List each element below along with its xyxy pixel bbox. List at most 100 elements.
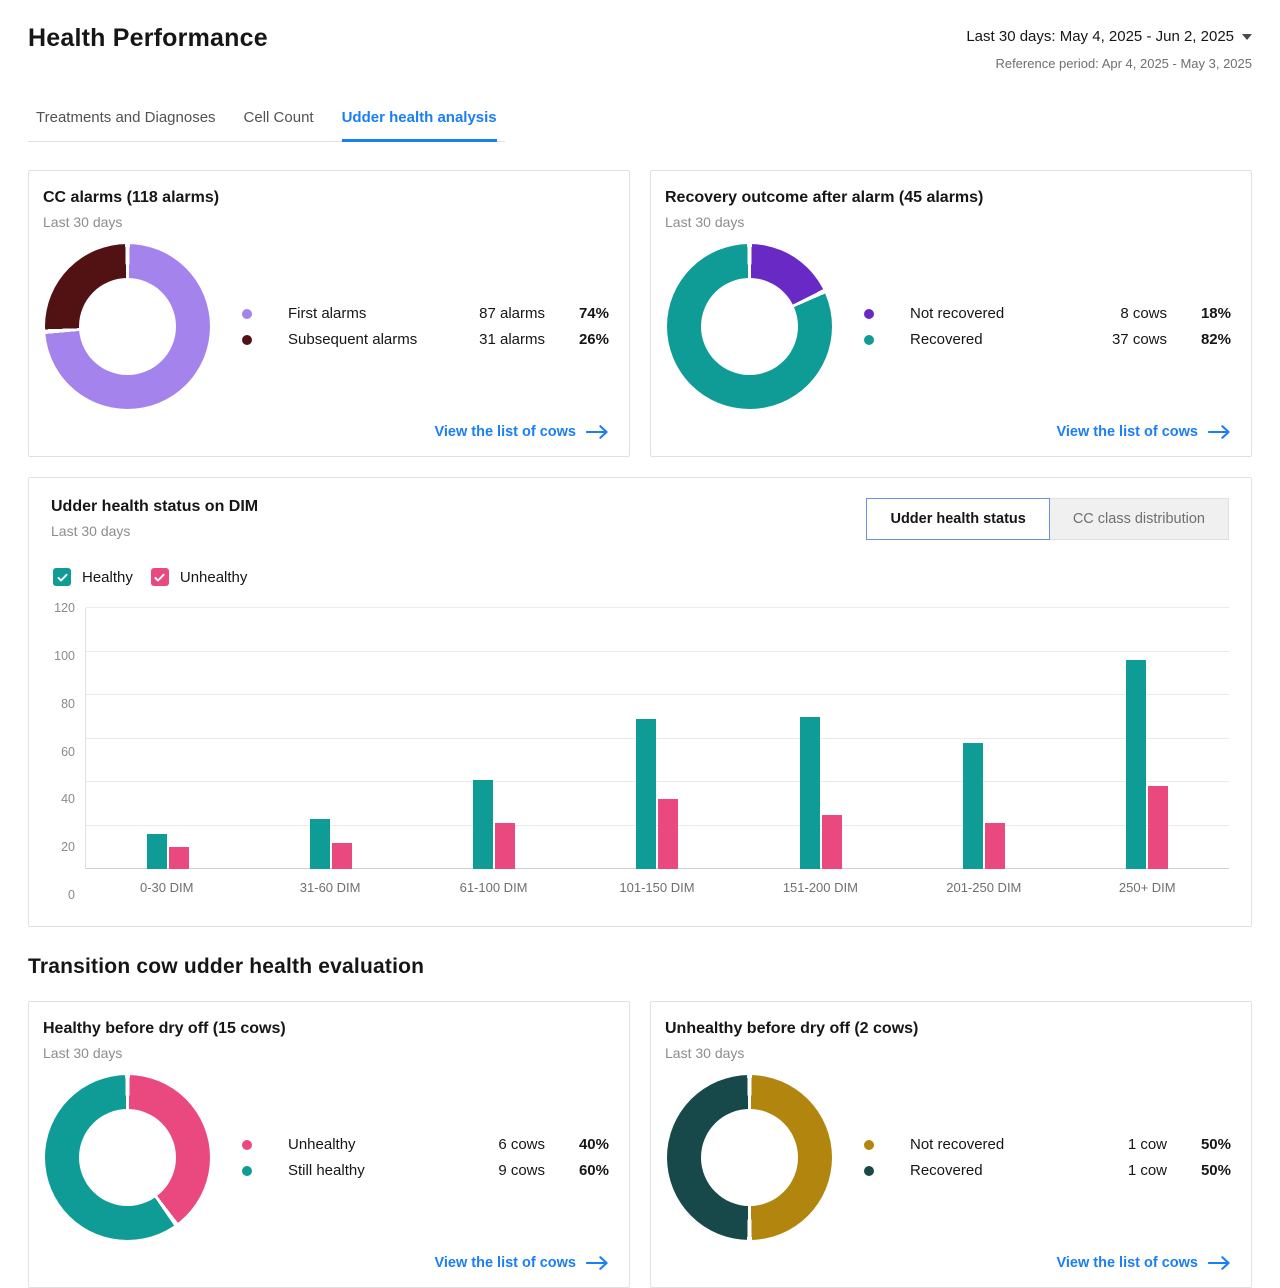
card-title: Unhealthy before dry off (2 cows) <box>665 1020 919 1037</box>
gridline <box>86 737 1229 739</box>
legend-row: Unhealthy 6 cows 40% <box>242 1132 609 1158</box>
y-tick-label: 100 <box>54 648 75 663</box>
card-subtitle: Last 30 days <box>43 214 123 230</box>
legend-count: 37 cows <box>1111 330 1167 348</box>
card-subtitle: Last 30 days <box>665 1045 745 1061</box>
bar-unhealthy <box>821 814 842 869</box>
unhealthy-before-dry-off-card: Unhealthy before dry off (2 cows) Last 3… <box>650 1001 1252 1288</box>
toggle-cc-class-distribution[interactable]: CC class distribution <box>1049 498 1229 540</box>
tab-bar: Treatments and Diagnoses Cell Count Udde… <box>28 101 1252 142</box>
legend-count: 8 cows <box>1120 304 1167 322</box>
legend-label: Unhealthy <box>288 1135 356 1153</box>
legend-label: First alarms <box>288 304 367 322</box>
legend-row: First alarms 87 alarms 74% <box>242 301 609 327</box>
legend-label: Not recovered <box>910 1135 1005 1153</box>
donut-legend: Not recovered 1 cow 50% Recovered 1 cow … <box>864 1132 1231 1184</box>
card-title: Recovery outcome after alarm (45 alarms) <box>665 189 984 206</box>
view-list-of-cows-link[interactable]: View the list of cows <box>29 1255 629 1287</box>
legend-checkbox-healthy[interactable]: Healthy <box>53 568 133 586</box>
legend-label: Not recovered <box>910 304 1005 322</box>
bar-group <box>86 608 249 869</box>
checkbox-checked-icon <box>150 568 169 586</box>
legend-count: 6 cows <box>498 1135 545 1153</box>
bar-group <box>249 608 412 869</box>
legend-dot <box>242 334 252 345</box>
legend-percent: 74% <box>578 304 609 322</box>
toggle-udder-health-status[interactable]: Udder health status <box>866 498 1050 540</box>
bar-healthy <box>309 818 330 869</box>
alarm-cards-row: CC alarms (118 alarms) Last 30 days Firs… <box>28 170 1252 457</box>
bar-group <box>902 608 1065 869</box>
arrow-right-icon <box>586 425 608 439</box>
bar-healthy <box>636 718 657 869</box>
legend-count: 87 alarms <box>479 304 545 322</box>
bar-unhealthy <box>1148 786 1169 869</box>
view-list-of-cows-link[interactable]: View the list of cows <box>29 424 629 456</box>
y-tick-label: 40 <box>61 792 75 807</box>
bar-unhealthy <box>658 799 679 869</box>
link-label: View the list of cows <box>434 424 576 440</box>
legend-percent: 60% <box>578 1161 609 1179</box>
donut-legend: First alarms 87 alarms 74% Subsequent al… <box>242 301 609 353</box>
tab-cell-count[interactable]: Cell Count <box>243 109 314 126</box>
legend-count: 1 cow <box>1127 1135 1167 1153</box>
gridline <box>86 781 1229 782</box>
donut-legend: Not recovered 8 cows 18% Recovered 37 co… <box>864 301 1231 353</box>
dim-bars <box>86 608 1229 869</box>
bar-healthy <box>799 716 820 869</box>
x-tick-label: 61-100 DIM <box>459 880 528 895</box>
link-label: View the list of cows <box>1056 424 1198 440</box>
bar-group <box>739 608 902 869</box>
legend-count: 9 cows <box>498 1161 545 1179</box>
legend-dot <box>864 1165 874 1176</box>
bar-healthy <box>1126 660 1147 869</box>
cc-alarms-donut-chart <box>45 244 210 409</box>
gridline <box>86 650 1229 652</box>
legend-label: Unhealthy <box>179 568 248 586</box>
legend-row: Not recovered 1 cow 50% <box>864 1132 1231 1158</box>
legend-row: Still healthy 9 cows 60% <box>242 1158 609 1184</box>
x-tick-label: 31-60 DIM <box>299 880 361 895</box>
tab-udder-health-analysis[interactable]: Udder health analysis <box>341 101 497 142</box>
view-list-of-cows-link[interactable]: View the list of cows <box>651 1255 1251 1287</box>
legend-dot <box>864 1139 874 1150</box>
chart-subtitle: Last 30 days <box>51 523 131 539</box>
link-label: View the list of cows <box>1056 1255 1198 1271</box>
tab-treatments-and-diagnoses[interactable]: Treatments and Diagnoses <box>36 109 216 126</box>
date-range-selector[interactable]: Last 30 days: May 4, 2025 - Jun 2, 2025 <box>966 28 1252 45</box>
arrow-right-icon <box>1208 1256 1230 1270</box>
recovery-outcome-card: Recovery outcome after alarm (45 alarms)… <box>650 170 1252 457</box>
legend-checkbox-unhealthy[interactable]: Unhealthy <box>150 568 248 586</box>
legend-dot <box>864 308 874 319</box>
dim-plot <box>85 607 1229 869</box>
dim-x-axis: 0-30 DIM 31-60 DIM 61-100 DIM 101-150 DIM 15… <box>85 880 1229 895</box>
bar-unhealthy <box>331 842 352 869</box>
unhealthy-before-dry-off-donut-chart <box>667 1075 832 1240</box>
bar-unhealthy <box>985 823 1006 869</box>
legend-label: Still healthy <box>288 1161 365 1179</box>
y-tick-label: 20 <box>61 840 75 855</box>
reference-period: Reference period: Apr 4, 2025 - May 3, 2… <box>995 56 1252 71</box>
chart-view-toggle: Udder health status CC class distributio… <box>866 498 1229 540</box>
udder-health-status-card: Udder health status on DIM Last 30 days … <box>28 477 1252 927</box>
legend-percent: 26% <box>578 330 609 348</box>
legend-dot <box>242 308 252 319</box>
legend-dot <box>864 334 874 345</box>
section-title: Transition cow udder health evaluation <box>28 955 425 978</box>
legend-label: Recovered <box>910 330 983 348</box>
donut-legend: Unhealthy 6 cows 40% Still healthy 9 cow… <box>242 1132 609 1184</box>
gridline <box>86 824 1229 826</box>
legend-row: Recovered 37 cows 82% <box>864 327 1231 353</box>
arrow-right-icon <box>586 1256 608 1270</box>
y-tick-label: 60 <box>61 744 75 759</box>
transition-cards-row: Healthy before dry off (15 cows) Last 30… <box>28 1001 1252 1288</box>
legend-count: 31 alarms <box>479 330 545 348</box>
gridline <box>86 868 1229 869</box>
card-title: Healthy before dry off (15 cows) <box>43 1020 286 1037</box>
legend-dot <box>242 1139 252 1150</box>
gridline <box>86 607 1229 608</box>
view-list-of-cows-link[interactable]: View the list of cows <box>651 424 1251 456</box>
legend-label: Subsequent alarms <box>288 330 418 348</box>
arrow-right-icon <box>1208 425 1230 439</box>
